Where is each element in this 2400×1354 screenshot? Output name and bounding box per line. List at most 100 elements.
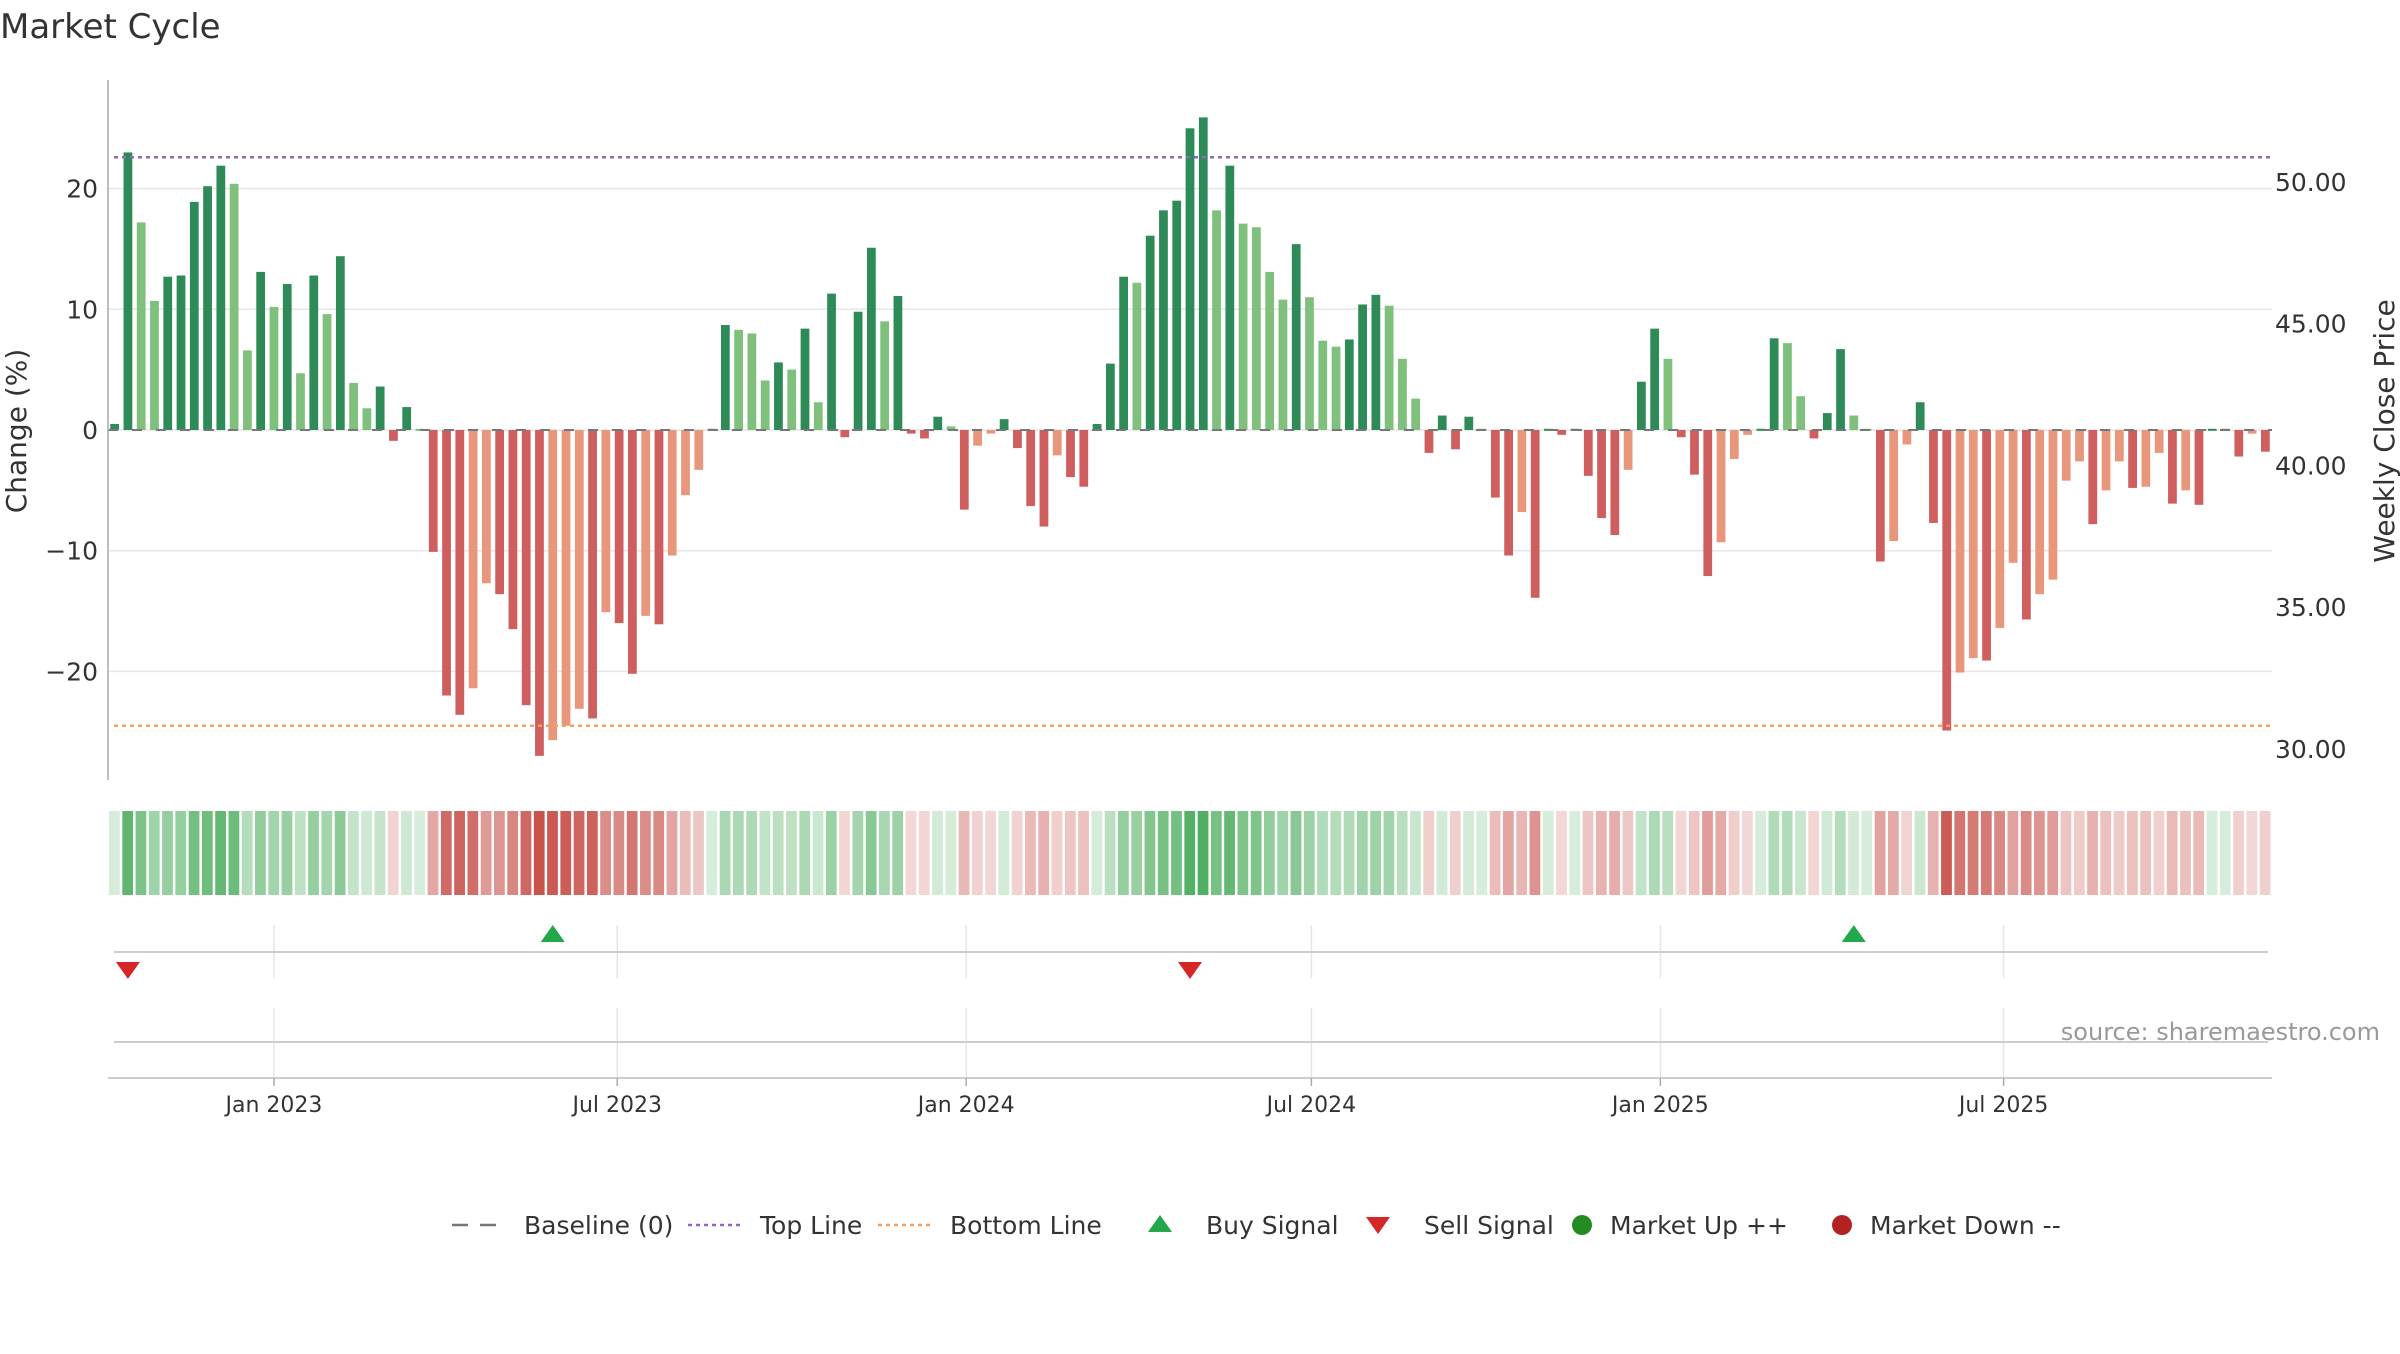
- heat-cell: [1728, 811, 1740, 895]
- heat-cell: [1264, 811, 1275, 895]
- bar: [1955, 430, 1965, 673]
- heat-cell: [971, 811, 983, 895]
- heat-cell: [1808, 811, 1820, 895]
- bar: [601, 430, 611, 613]
- heat-cell: [958, 811, 970, 895]
- bar: [2194, 430, 2204, 505]
- bar: [362, 408, 372, 430]
- heat-cell: [1595, 811, 1607, 895]
- bar: [1968, 430, 1978, 659]
- bar: [1278, 299, 1288, 430]
- heat-cell: [1821, 811, 1833, 895]
- heat-cell: [1489, 811, 1501, 895]
- bar: [402, 407, 412, 430]
- bar: [2181, 430, 2191, 491]
- bar: [1769, 338, 1779, 430]
- bar: [548, 430, 558, 741]
- heat-cell: [1529, 811, 1541, 895]
- bar: [933, 416, 943, 430]
- heat-cell: [1635, 811, 1647, 895]
- legend-item: Top Line: [688, 1211, 862, 1240]
- heat-cell: [533, 811, 545, 895]
- bar: [2061, 430, 2071, 481]
- heat-cell: [1250, 811, 1262, 895]
- heat-cell: [294, 811, 306, 895]
- heat-cell: [693, 811, 704, 895]
- heat-cell: [852, 811, 864, 895]
- bars-layer: [110, 117, 2270, 756]
- heat-cell: [1197, 811, 1209, 895]
- bar: [760, 380, 770, 430]
- lines-layer: [108, 155, 2272, 727]
- bar: [176, 275, 186, 430]
- bar: [1318, 340, 1328, 430]
- heat-cell: [1848, 811, 1859, 895]
- bar: [628, 430, 637, 674]
- y-tick-label: −10: [45, 537, 98, 566]
- heat-cell: [1887, 811, 1899, 895]
- bar: [1809, 430, 1819, 439]
- heatmap-strip: [109, 811, 2271, 895]
- heat-cell: [613, 811, 625, 895]
- buy-signal-marker: [1841, 925, 1866, 942]
- bar: [349, 382, 358, 430]
- bar: [1517, 430, 1527, 513]
- heat-cell: [520, 811, 532, 895]
- bar: [1464, 416, 1474, 430]
- bar: [747, 333, 757, 430]
- legend-label: Sell Signal: [1424, 1211, 1554, 1240]
- heat-cell: [706, 811, 718, 895]
- bar: [1663, 358, 1673, 430]
- heat-cell: [1768, 811, 1780, 895]
- y-tick-label: 20: [66, 175, 98, 204]
- x-tick-label: Jul 2025: [1957, 1093, 2049, 1118]
- bar: [827, 293, 836, 430]
- heat-cell: [1569, 811, 1581, 895]
- bar: [2022, 430, 2031, 620]
- bar: [1398, 358, 1407, 430]
- bar: [335, 256, 345, 430]
- heat-cell: [2113, 811, 2125, 895]
- heat-cell: [401, 811, 412, 895]
- heat-cell: [2100, 811, 2112, 895]
- heat-cell: [586, 811, 598, 895]
- bar: [1982, 430, 1991, 661]
- heat-cell: [1927, 811, 1939, 895]
- bar: [1411, 398, 1421, 430]
- heat-cell: [1980, 811, 1992, 895]
- bar: [1331, 346, 1341, 430]
- legend-item: Sell Signal: [1366, 1211, 1554, 1240]
- bar: [322, 314, 332, 430]
- heat-cell: [2034, 811, 2045, 895]
- heat-cell: [772, 811, 784, 895]
- heat-cell: [799, 811, 811, 895]
- heat-cell: [122, 811, 134, 895]
- heat-cell: [507, 811, 519, 895]
- bar: [2048, 430, 2058, 580]
- bar: [1119, 276, 1129, 430]
- bar: [813, 402, 823, 430]
- heat-cell: [759, 811, 771, 895]
- bar: [1344, 339, 1354, 430]
- heat-cell: [1556, 811, 1567, 895]
- x-axis: Jan 2023 Jul 2023 Jan 2024 Jul 2024 Jan 2025…: [108, 1077, 2272, 1118]
- heat-cell: [2233, 811, 2244, 895]
- heat-cell: [1396, 811, 1408, 895]
- bar: [720, 325, 730, 430]
- bar: [1132, 282, 1142, 430]
- heat-cell: [786, 811, 797, 895]
- legend-label: Buy Signal: [1206, 1211, 1339, 1240]
- bar: [654, 430, 664, 625]
- heat-cell: [1171, 811, 1182, 895]
- bar: [999, 419, 1009, 430]
- bar: [880, 321, 890, 430]
- heat-cell: [2020, 811, 2032, 895]
- x-tick-label: Jan 2025: [1610, 1093, 1709, 1118]
- heat-cell: [985, 811, 996, 895]
- heat-cell: [1649, 811, 1660, 895]
- heat-cell: [653, 811, 665, 895]
- heat-cell: [1476, 811, 1488, 895]
- bar: [1052, 430, 1062, 456]
- heat-cell: [1834, 811, 1846, 895]
